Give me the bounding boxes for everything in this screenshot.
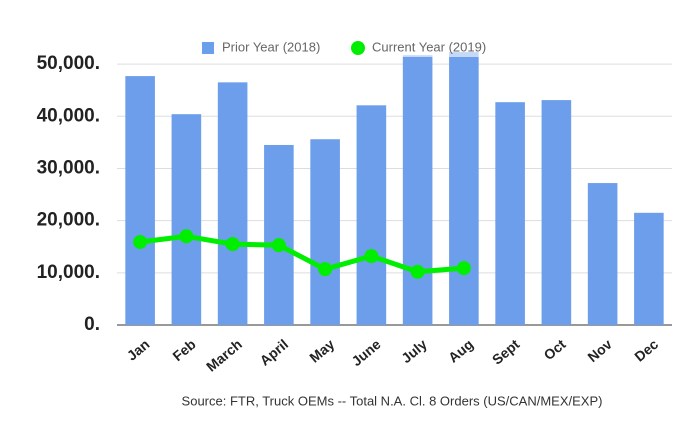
y-tick-label: 0.: [84, 314, 100, 335]
x-tick-label: July: [398, 336, 430, 366]
x-tick-label: June: [348, 336, 383, 369]
x-tick-label: Aug: [445, 336, 476, 366]
bar: [587, 183, 618, 325]
legend-swatch: [202, 42, 214, 54]
x-tick-label: Sept: [489, 336, 523, 368]
line-marker: [318, 262, 333, 277]
y-tick-label: 30,000.: [37, 157, 100, 178]
legend-label: Prior Year (2018): [222, 39, 320, 54]
legend-swatch-bg: [199, 39, 324, 57]
bar: [217, 82, 248, 325]
x-tick-label: March: [203, 336, 245, 375]
line-marker: [271, 238, 286, 253]
y-tick-label: 10,000.: [37, 262, 100, 283]
legend-swatch-bg: [349, 39, 489, 57]
bar: [310, 139, 340, 325]
bar: [495, 102, 525, 325]
bar: [449, 52, 479, 326]
line-marker: [410, 264, 425, 279]
bar: [171, 114, 202, 325]
x-tick-label: Oct: [541, 336, 569, 363]
legend-label: Current Year (2019): [372, 39, 486, 54]
bar: [264, 144, 294, 325]
x-tick-label: Nov: [584, 336, 615, 365]
legend-swatch: [351, 41, 365, 55]
bar: [541, 100, 572, 325]
line-marker: [133, 235, 148, 250]
line: [139, 233, 465, 275]
bar: [125, 76, 155, 325]
line-marker: [225, 237, 240, 252]
bar: [402, 55, 433, 325]
line-marker: [364, 249, 379, 264]
y-tick-label: 40,000.: [37, 105, 100, 126]
x-tick-label: April: [256, 336, 291, 369]
x-tick-label: May: [306, 336, 337, 366]
x-tick-label: Jan: [124, 336, 153, 364]
x-tick-label: Feb: [169, 336, 198, 364]
line-marker: [456, 261, 471, 276]
bar: [356, 105, 387, 325]
y-tick-label: 50,000.: [37, 53, 100, 74]
bar: [634, 212, 664, 325]
x-tick-label: Dec: [631, 336, 661, 365]
line-marker: [179, 229, 194, 244]
source-note: Source: FTR, Truck OEMs -- Total N.A. Cl…: [182, 393, 603, 408]
y-tick-label: 20,000.: [37, 210, 100, 231]
